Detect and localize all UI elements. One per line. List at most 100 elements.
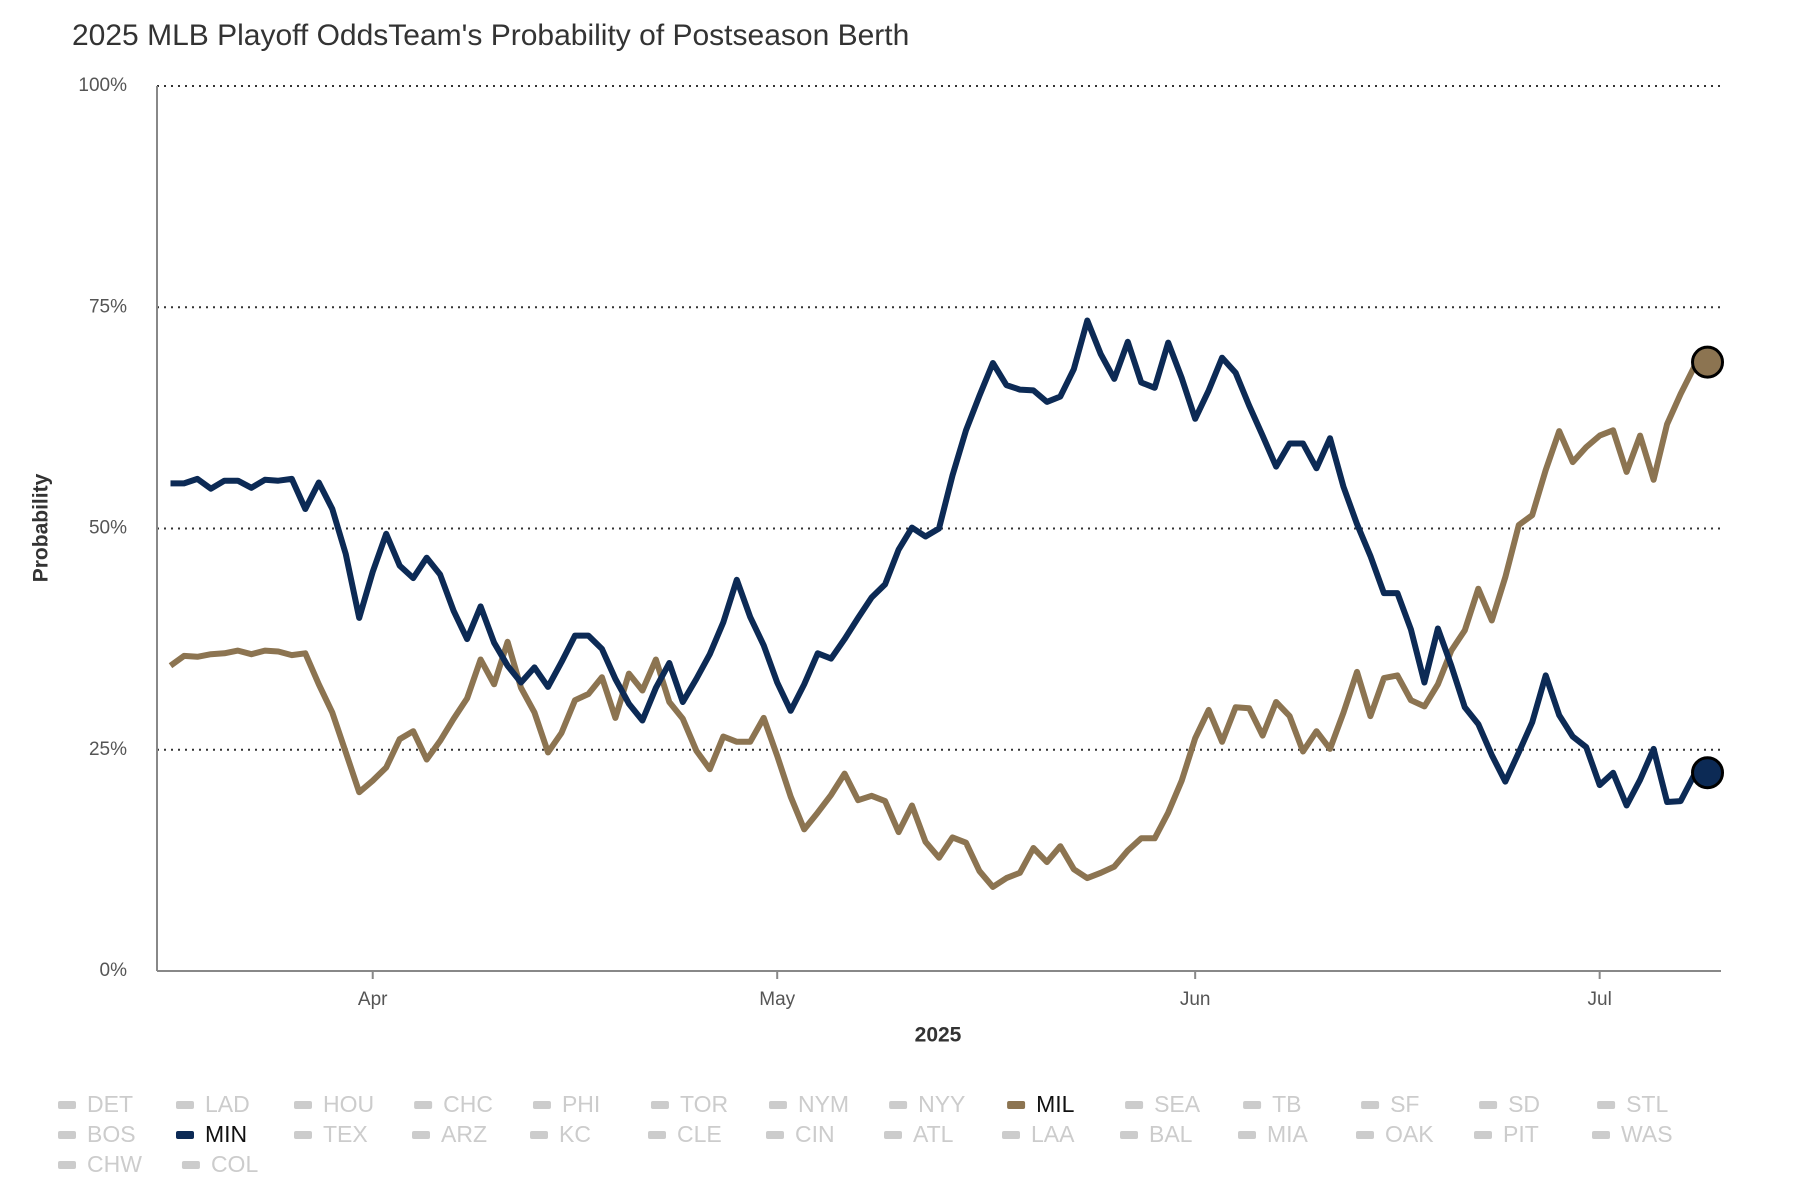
legend-swatch <box>1597 1101 1616 1109</box>
legend-swatch <box>58 1161 76 1169</box>
legend-swatch <box>650 1101 669 1109</box>
legend-swatch <box>1120 1131 1138 1139</box>
legend-swatch <box>294 1131 312 1139</box>
legend-swatch <box>1592 1131 1610 1139</box>
legend-item: HOU <box>294 1091 374 1117</box>
legend-label: LAA <box>1031 1121 1075 1147</box>
legend-swatch <box>884 1131 902 1139</box>
legend-swatch <box>414 1101 433 1109</box>
legend-swatch <box>176 1101 194 1109</box>
legend-label: MIN <box>205 1121 247 1147</box>
legend-swatch <box>1479 1101 1498 1109</box>
legend-item: NYY <box>889 1091 965 1117</box>
legend-label: MIL <box>1036 1091 1075 1117</box>
legend-swatch <box>58 1131 76 1139</box>
legend-label: OAK <box>1385 1121 1434 1147</box>
legend-swatch <box>648 1131 666 1139</box>
legend-swatch <box>1474 1131 1492 1139</box>
x-axis-label: 2025 <box>915 1024 962 1047</box>
legend-label: NYY <box>918 1091 965 1117</box>
legend-swatch <box>532 1101 551 1109</box>
legend-label: TB <box>1272 1091 1301 1117</box>
legend-label: TEX <box>323 1121 368 1147</box>
legend-item: SEA <box>1125 1091 1201 1117</box>
legend-label: TOR <box>680 1091 728 1117</box>
legend-label: PIT <box>1503 1121 1539 1147</box>
legend-label: COL <box>211 1151 259 1177</box>
legend-swatch <box>176 1131 194 1139</box>
legend-swatch <box>181 1161 200 1169</box>
legend-item: ATL <box>884 1121 954 1147</box>
legend-item: TEX <box>294 1121 368 1147</box>
legend-swatch <box>768 1101 787 1109</box>
legend-swatch <box>889 1101 908 1109</box>
legend-label: ARZ <box>441 1121 487 1147</box>
legend-label: LAD <box>205 1091 250 1117</box>
chart-title: 2025 MLB Playoff OddsTeam's Probability … <box>72 19 909 52</box>
legend-swatch <box>530 1131 548 1139</box>
legend-label: HOU <box>323 1091 374 1117</box>
legend-label: MIA <box>1267 1121 1309 1147</box>
legend-swatch <box>1243 1101 1262 1109</box>
legend-label: CHW <box>87 1151 142 1177</box>
series-line <box>170 317 1709 809</box>
y-axis-label: Probability <box>30 473 53 582</box>
legend-item: OAK <box>1356 1121 1434 1147</box>
legend-label: SF <box>1390 1091 1419 1117</box>
y-tick-label: 50% <box>89 518 127 539</box>
legend-label: BAL <box>1149 1121 1193 1147</box>
legend-item: TB <box>1243 1091 1301 1117</box>
y-tick-label: 0% <box>100 960 128 981</box>
legend-swatch <box>1361 1101 1380 1109</box>
legend-swatch <box>1002 1131 1020 1139</box>
legend-item: COL <box>181 1151 259 1177</box>
legend-swatch <box>58 1101 76 1109</box>
legend-item: LAD <box>176 1091 250 1117</box>
legend-item: CLE <box>648 1121 722 1147</box>
legend-label: KC <box>559 1121 591 1147</box>
legend-item: BAL <box>1120 1121 1193 1147</box>
legend-item: MIN <box>176 1121 247 1147</box>
legend-item: CIN <box>766 1121 835 1147</box>
legend-item: BOS <box>58 1121 136 1147</box>
legend-swatch <box>412 1131 430 1139</box>
legend-item: ARZ <box>412 1121 487 1147</box>
legend-swatch <box>766 1131 784 1139</box>
series-line <box>168 359 1709 890</box>
legend-item: DET <box>58 1091 133 1117</box>
legend-item: SF <box>1361 1091 1419 1117</box>
legend-label: BOS <box>87 1121 136 1147</box>
legend-swatch <box>1356 1131 1374 1139</box>
legend-label: DET <box>87 1091 133 1117</box>
legend-item: MIA <box>1238 1121 1309 1147</box>
legend-item: TOR <box>650 1091 728 1117</box>
legend-item: NYM <box>768 1091 849 1117</box>
x-tick-label: Jul <box>1588 989 1612 1010</box>
legend-label: NYM <box>798 1091 849 1117</box>
legend-item: LAA <box>1002 1121 1075 1147</box>
legend-item: PHI <box>532 1091 600 1117</box>
legend-label: CIN <box>795 1121 835 1147</box>
legend-swatch <box>1238 1131 1256 1139</box>
legend-item: CHC <box>414 1091 493 1117</box>
legend-label: STL <box>1626 1091 1668 1117</box>
x-tick-label: Jun <box>1180 989 1211 1010</box>
end-point <box>1691 756 1725 790</box>
legend-label: PHI <box>562 1091 600 1117</box>
legend-label: WAS <box>1621 1121 1673 1147</box>
x-tick-label: May <box>759 989 795 1010</box>
legend-label: SEA <box>1154 1091 1201 1117</box>
legend-item: WAS <box>1592 1121 1673 1147</box>
x-tick-label: Apr <box>358 989 388 1010</box>
y-tick-label: 25% <box>89 739 127 760</box>
legend-item: MIL <box>1007 1091 1075 1117</box>
legend-label: SD <box>1508 1091 1540 1117</box>
end-point <box>1691 345 1725 379</box>
legend-item: SD <box>1479 1091 1540 1117</box>
legend-swatch <box>1007 1101 1026 1109</box>
legend-swatch <box>294 1101 312 1109</box>
legend-item: CHW <box>58 1151 142 1177</box>
y-tick-label: 100% <box>78 75 127 96</box>
legend-swatch <box>1125 1101 1144 1109</box>
